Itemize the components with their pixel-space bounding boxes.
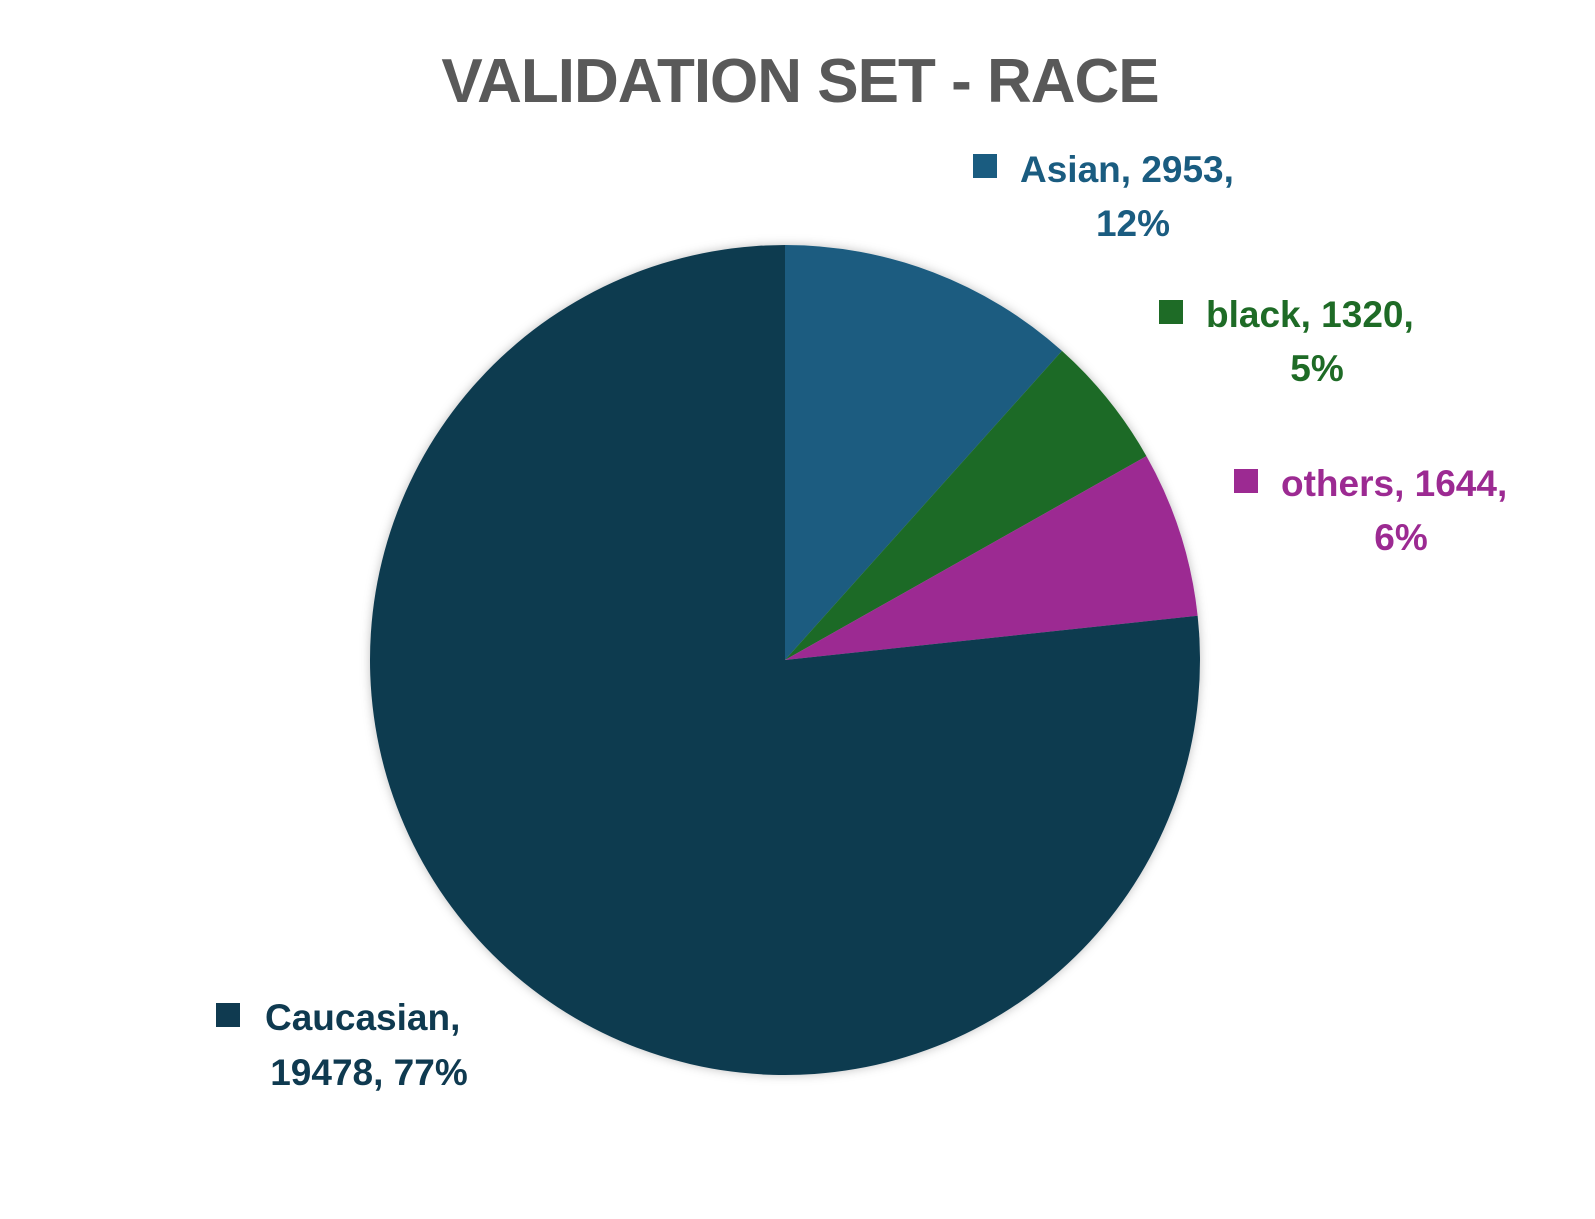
data-label-others-line-1: others, 1644, (1281, 463, 1507, 504)
pie-slice-asian (785, 245, 1062, 660)
data-label-asian-line-2: 12% (1096, 203, 1170, 244)
label-marker-caucasian (216, 1003, 240, 1027)
data-label-black-line-2: 5% (1290, 348, 1343, 389)
data-label-asian-line-1: Asian, 2953, (1020, 149, 1234, 190)
chart-title: VALIDATION SET - RACE (441, 47, 1158, 116)
label-marker-asian (973, 154, 997, 178)
label-marker-others (1234, 469, 1258, 493)
label-marker-black (1159, 300, 1183, 324)
data-label-others-line-2: 6% (1374, 517, 1427, 558)
data-label-black-line-1: black, 1320, (1206, 294, 1414, 335)
pie-slice-caucasian (369, 245, 1200, 1075)
pie-slice-black (785, 350, 1147, 660)
data-label-caucasian-line-1: Caucasian, (265, 997, 460, 1038)
pie-slices (369, 245, 1200, 1075)
data-label-caucasian-line-2: 19478, 77% (270, 1052, 468, 1093)
pie-slice-others (785, 456, 1198, 660)
pie-data-labels: Asian, 2953, 12% black, 1320, 5% others, 164… (216, 149, 1507, 1093)
